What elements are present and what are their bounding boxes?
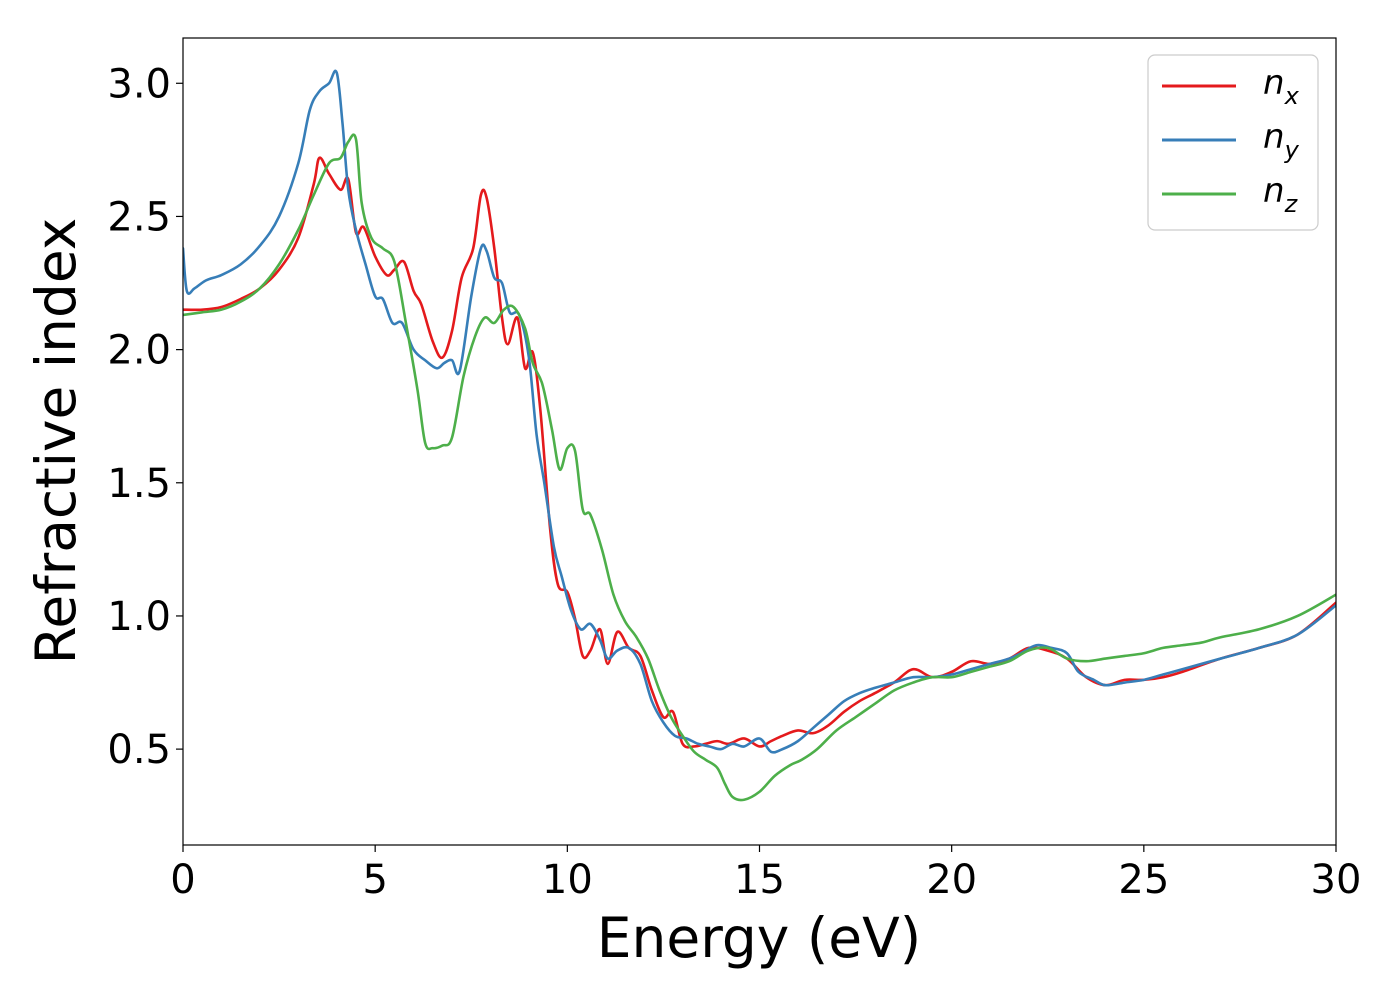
x-tick-label: 5 [362, 857, 387, 903]
y-tick-label: 3.0 [107, 61, 171, 107]
y-axis-ticks: 0.5 1.0 1.5 2.0 2.5 3.0 [107, 61, 183, 773]
x-tick-label: 20 [926, 857, 977, 903]
y-tick-label: 1.0 [107, 594, 171, 640]
y-tick-label: 2.0 [107, 328, 171, 374]
x-axis-title: Energy (eV) [597, 906, 921, 970]
series-line-y [183, 69, 1336, 754]
series-layer [183, 69, 1336, 802]
legend-label-z: nz [1263, 171, 1299, 218]
legend: nx ny nz [1147, 54, 1319, 231]
x-tick-label: 10 [542, 857, 593, 903]
series-line-z [183, 133, 1336, 802]
x-tick-label: 15 [734, 857, 785, 903]
x-tick-label: 0 [170, 857, 195, 903]
legend-box [1147, 54, 1319, 231]
legend-label-y: ny [1263, 117, 1300, 164]
x-tick-label: 25 [1118, 857, 1169, 903]
legend-label-x: nx [1263, 63, 1300, 110]
x-axis-ticks: 0 5 10 15 20 25 30 [170, 845, 1361, 903]
y-tick-label: 0.5 [107, 727, 171, 773]
y-tick-label: 2.5 [107, 194, 171, 240]
y-axis-title: Refractive index [24, 218, 88, 665]
y-tick-label: 1.5 [107, 461, 171, 507]
x-tick-label: 30 [1311, 857, 1362, 903]
